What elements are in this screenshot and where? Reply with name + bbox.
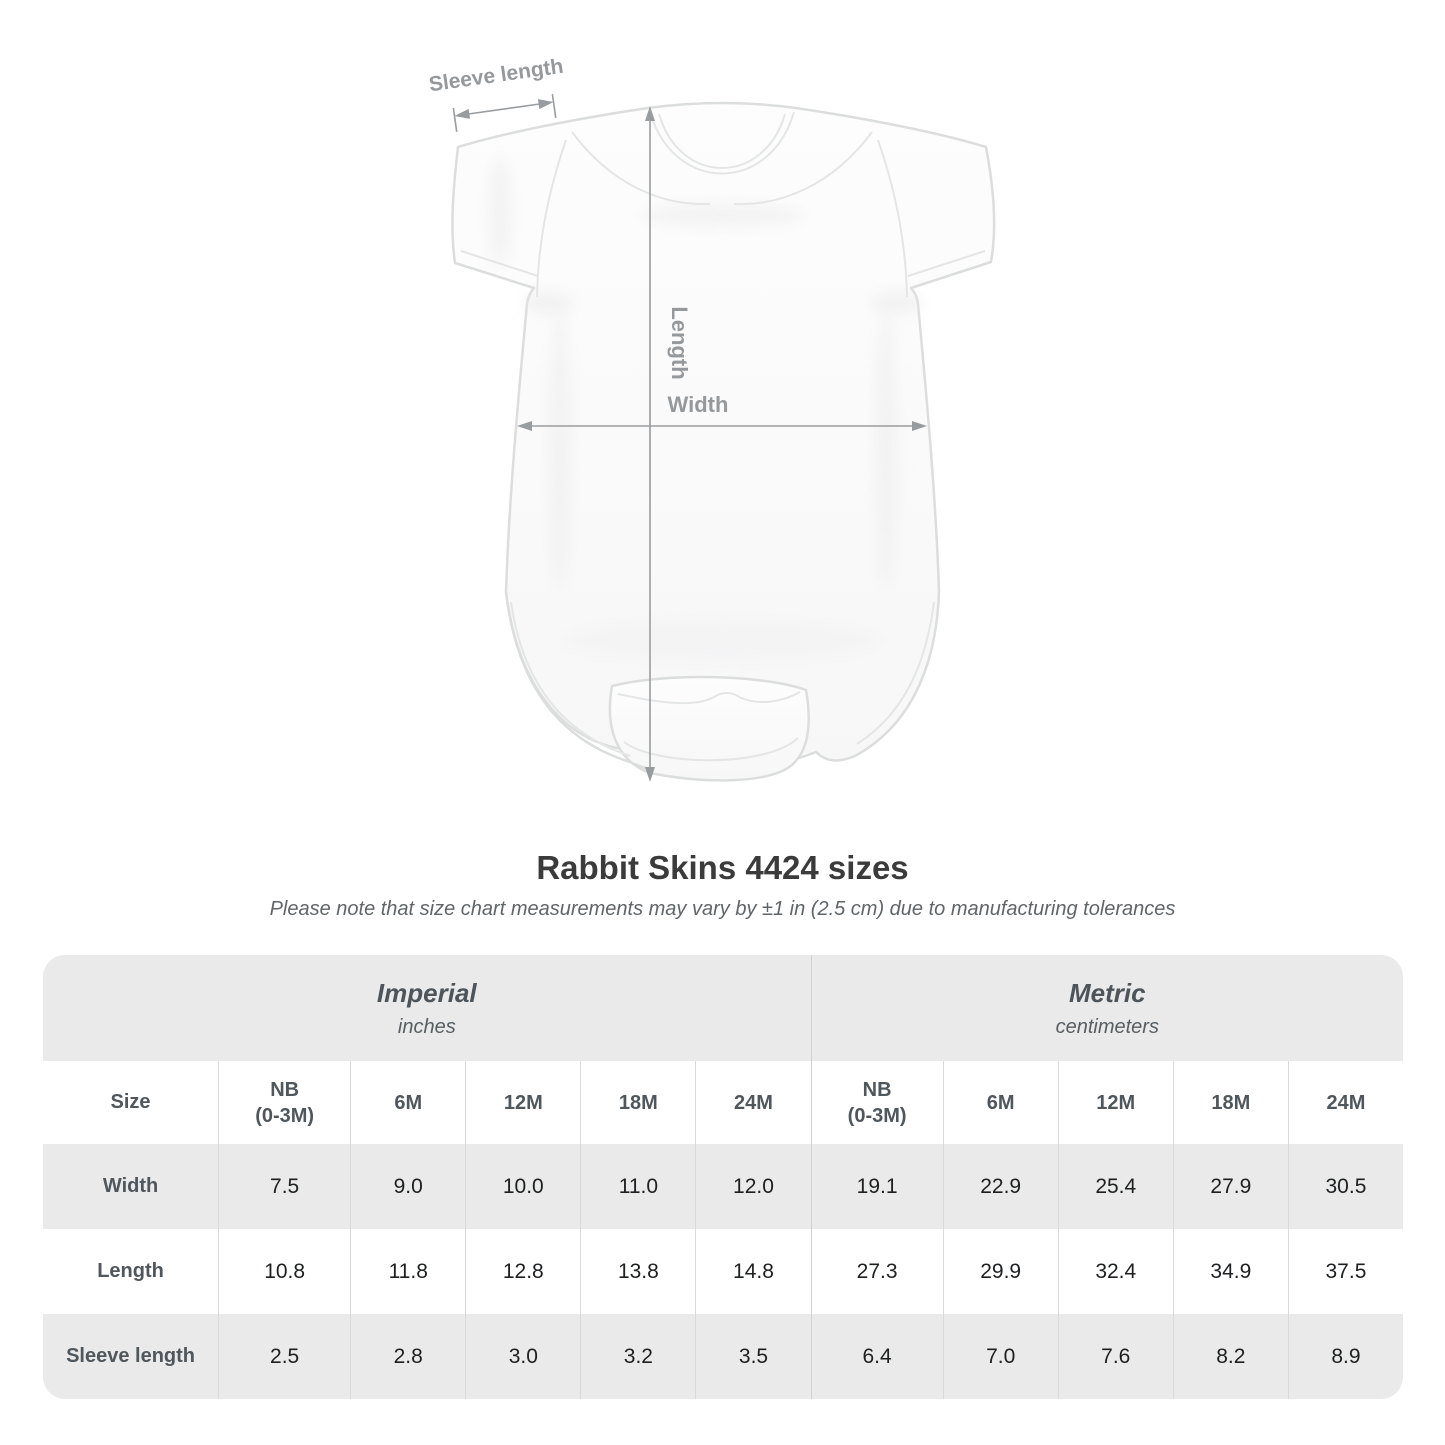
value-cell: 3.2 bbox=[580, 1314, 696, 1399]
onesie-diagram: Sleeve length Length Width bbox=[427, 55, 996, 782]
col-header-metric-6m: 6M bbox=[942, 1061, 1058, 1144]
col-header-imperial-24m: 24M bbox=[695, 1061, 811, 1144]
metric-label: Metric bbox=[1068, 977, 1146, 1008]
value-cell: 2.5 bbox=[218, 1314, 351, 1399]
value-cell: 19.1 bbox=[810, 1144, 943, 1229]
value-cell: 8.2 bbox=[1172, 1314, 1288, 1399]
row-label-sleeve-length: Sleeve length bbox=[43, 1314, 219, 1399]
col-header-metric-nb: NB (0-3M) bbox=[810, 1061, 943, 1144]
value-cell: 13.8 bbox=[580, 1229, 696, 1314]
value-cell: 14.8 bbox=[695, 1229, 811, 1314]
width-arrow bbox=[517, 421, 927, 431]
length-diagram-label: Length bbox=[667, 306, 692, 379]
value-cell: 10.0 bbox=[465, 1144, 581, 1229]
value-cell: 34.9 bbox=[1172, 1229, 1288, 1314]
onesie-graphic bbox=[451, 101, 996, 782]
width-diagram-label: Width bbox=[668, 392, 729, 417]
value-cell: 37.5 bbox=[1287, 1229, 1403, 1314]
page-subtitle: Please note that size chart measurements… bbox=[269, 898, 1176, 920]
unit-header-row: Imperial inches Metric centimeters bbox=[43, 955, 1403, 1061]
value-cell: 7.0 bbox=[942, 1314, 1058, 1399]
col-header-imperial-nb: NB (0-3M) bbox=[218, 1061, 351, 1144]
imperial-header-cell: Imperial inches bbox=[43, 955, 811, 1061]
length-row: Length 10.8 11.8 12.8 13.8 14.8 27.3 29.… bbox=[43, 1229, 1403, 1314]
row-label-length: Length bbox=[43, 1229, 219, 1314]
value-cell: 9.0 bbox=[350, 1144, 466, 1229]
value-cell: 8.9 bbox=[1287, 1314, 1403, 1399]
value-cell: 2.8 bbox=[350, 1314, 466, 1399]
value-cell: 12.0 bbox=[695, 1144, 811, 1229]
imperial-label: Imperial bbox=[376, 977, 477, 1008]
col-header-metric-24m: 24M bbox=[1287, 1061, 1403, 1144]
length-arrow bbox=[645, 106, 655, 782]
col-header-metric-12m: 12M bbox=[1057, 1061, 1173, 1144]
row-label-width: Width bbox=[43, 1144, 219, 1229]
value-cell: 11.8 bbox=[350, 1229, 466, 1314]
sleeve-length-row: Sleeve length 2.5 2.8 3.0 3.2 3.5 6.4 7.… bbox=[43, 1314, 1403, 1399]
size-table: Imperial inches Metric centimeters Size … bbox=[43, 955, 1403, 1399]
metric-unit-label: centimeters bbox=[1055, 1015, 1159, 1038]
value-cell: 6.4 bbox=[810, 1314, 943, 1399]
value-cell: 29.9 bbox=[942, 1229, 1058, 1314]
value-cell: 3.5 bbox=[695, 1314, 811, 1399]
value-cell: 32.4 bbox=[1057, 1229, 1173, 1314]
sleeve-length-diagram-label: Sleeve length bbox=[427, 55, 564, 97]
value-cell: 7.6 bbox=[1057, 1314, 1173, 1399]
value-cell: 3.0 bbox=[465, 1314, 581, 1399]
value-cell: 22.9 bbox=[942, 1144, 1058, 1229]
col-header-imperial-6m: 6M bbox=[350, 1061, 466, 1144]
value-cell: 25.4 bbox=[1057, 1144, 1173, 1229]
col-header-metric-18m: 18M bbox=[1172, 1061, 1288, 1144]
value-cell: 7.5 bbox=[218, 1144, 351, 1229]
value-cell: 27.3 bbox=[810, 1229, 943, 1314]
value-cell: 11.0 bbox=[580, 1144, 696, 1229]
value-cell: 10.8 bbox=[218, 1229, 351, 1314]
col-header-imperial-12m: 12M bbox=[465, 1061, 581, 1144]
size-column-title: Size bbox=[43, 1061, 219, 1144]
metric-header-cell: Metric centimeters bbox=[810, 955, 1403, 1061]
col-header-imperial-18m: 18M bbox=[580, 1061, 696, 1144]
value-cell: 30.5 bbox=[1287, 1144, 1403, 1229]
page-title: Rabbit Skins 4424 sizes bbox=[536, 849, 909, 886]
sleeve-length-arrow bbox=[452, 94, 557, 132]
width-row: Width 7.5 9.0 10.0 11.0 12.0 19.1 22.9 2… bbox=[43, 1144, 1403, 1229]
value-cell: 27.9 bbox=[1172, 1144, 1288, 1229]
imperial-unit-label: inches bbox=[397, 1015, 456, 1038]
value-cell: 12.8 bbox=[465, 1229, 581, 1314]
size-header-row: Size NB (0-3M) 6M 12M 18M 24M NB (0-3M) … bbox=[43, 1061, 1403, 1144]
